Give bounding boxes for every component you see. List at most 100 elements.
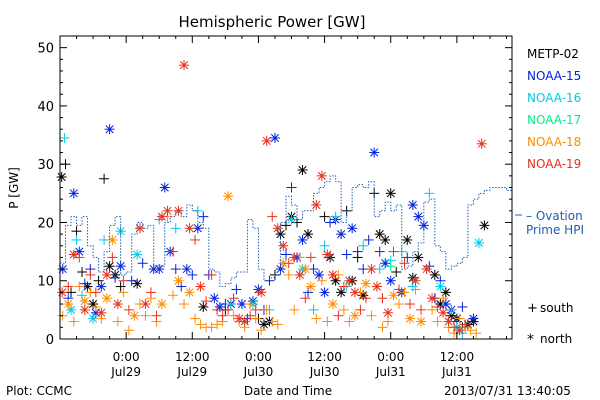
north-marker-symbol: * <box>527 332 534 348</box>
north-data-point <box>473 237 484 248</box>
y-tick-label: 0 <box>46 333 54 348</box>
ovation-layer <box>60 175 522 288</box>
north-data-point <box>258 319 269 330</box>
north-data-point <box>435 281 446 292</box>
north-data-point <box>327 299 338 310</box>
south-data-point <box>283 258 294 269</box>
south-data-point <box>432 301 443 312</box>
y-tick-label: 40 <box>37 100 54 115</box>
south-data-point <box>267 316 278 327</box>
north-data-point <box>96 281 107 292</box>
legend-entry: METP-02 <box>527 47 579 61</box>
south-data-point <box>308 304 319 315</box>
north-data-point <box>132 249 143 260</box>
south-data-point <box>311 313 322 324</box>
north-data-point <box>79 304 90 315</box>
south-data-point <box>112 316 123 327</box>
south-data-point <box>355 304 366 315</box>
north-marker-label: north <box>540 332 572 346</box>
south-data-point <box>90 301 101 312</box>
x-tick-time-label: 0:00 <box>377 350 404 364</box>
south-data-point <box>137 258 148 269</box>
south-data-point <box>115 281 126 292</box>
north-data-point <box>344 275 355 286</box>
north-data-point <box>209 293 220 304</box>
north-data-point <box>173 275 184 286</box>
south-data-point <box>107 252 118 263</box>
south-data-point <box>424 188 435 199</box>
south-data-point <box>212 304 223 315</box>
south-data-point <box>322 316 333 327</box>
south-data-point <box>195 319 206 330</box>
south-data-point <box>71 226 82 237</box>
south-data-point <box>90 287 101 298</box>
south-data-point <box>289 304 300 315</box>
north-data-point <box>385 188 396 199</box>
north-data-point <box>380 258 391 269</box>
south-data-point <box>74 281 85 292</box>
south-data-point <box>228 293 239 304</box>
x-tick-date-label: Jul29 <box>110 365 141 379</box>
north-data-point <box>347 223 358 234</box>
south-data-point <box>377 293 388 304</box>
y-axis-label: P [GW] <box>7 167 21 209</box>
legend: METP-02 NOAA-15 NOAA-16 NOAA-17 NOAA-18 NOAA-… <box>527 47 581 171</box>
north-data-point <box>421 264 432 275</box>
south-data-point <box>179 299 190 310</box>
north-data-point <box>269 132 280 143</box>
north-data-point <box>104 124 115 135</box>
south-data-point <box>319 211 330 222</box>
south-data-point <box>250 313 261 324</box>
series-noaa-16 <box>59 132 484 339</box>
south-data-point <box>338 281 349 292</box>
south-data-point <box>416 304 427 315</box>
north-data-point <box>369 147 380 158</box>
x-tick-date-label: Jul31 <box>441 365 472 379</box>
north-data-point <box>179 60 190 71</box>
x-tick-date-label: Jul30 <box>309 365 340 379</box>
north-data-point <box>195 281 206 292</box>
legend-entry: NOAA-15 <box>527 69 581 83</box>
south-data-point <box>250 304 261 315</box>
north-data-point <box>239 316 250 327</box>
south-data-point <box>305 252 316 263</box>
north-data-point <box>413 211 424 222</box>
south-data-point <box>399 287 410 298</box>
north-data-point <box>382 307 393 318</box>
north-data-point <box>297 165 308 176</box>
south-data-point <box>256 325 267 336</box>
south-data-point <box>366 310 377 321</box>
north-data-point <box>294 269 305 280</box>
south-data-point <box>59 132 70 143</box>
south-data-point <box>140 310 151 321</box>
north-data-point <box>234 313 245 324</box>
y-tick-label: 30 <box>37 158 54 173</box>
south-data-point <box>170 223 181 234</box>
south-data-point <box>212 319 223 330</box>
north-data-point <box>479 220 490 231</box>
south-data-point <box>325 217 336 228</box>
south-data-point <box>192 205 203 216</box>
south-data-point <box>394 284 404 295</box>
north-data-point <box>68 249 79 260</box>
north-data-point <box>261 135 272 146</box>
south-data-point <box>446 304 457 315</box>
south-data-point <box>410 284 421 295</box>
x-tick-date-label: Jul31 <box>375 365 406 379</box>
x-tick-time-label: 12:00 <box>175 350 210 364</box>
y-tick-label: 20 <box>37 216 54 231</box>
south-data-point <box>261 304 272 315</box>
series-layer <box>56 60 490 339</box>
south-data-point <box>432 316 443 327</box>
north-data-point <box>327 269 338 280</box>
south-data-point <box>449 322 460 333</box>
north-data-point <box>416 316 427 327</box>
north-data-point <box>272 223 283 234</box>
south-data-point <box>388 246 399 257</box>
north-data-point <box>438 307 449 318</box>
north-data-point <box>256 287 267 298</box>
north-data-point <box>132 278 143 289</box>
x-tick-date-label: Jul29 <box>176 365 207 379</box>
south-marker-symbol: + <box>527 301 538 316</box>
axes-layer: 010203040500:00Jul2912:00Jul290:00Jul301… <box>37 35 512 379</box>
